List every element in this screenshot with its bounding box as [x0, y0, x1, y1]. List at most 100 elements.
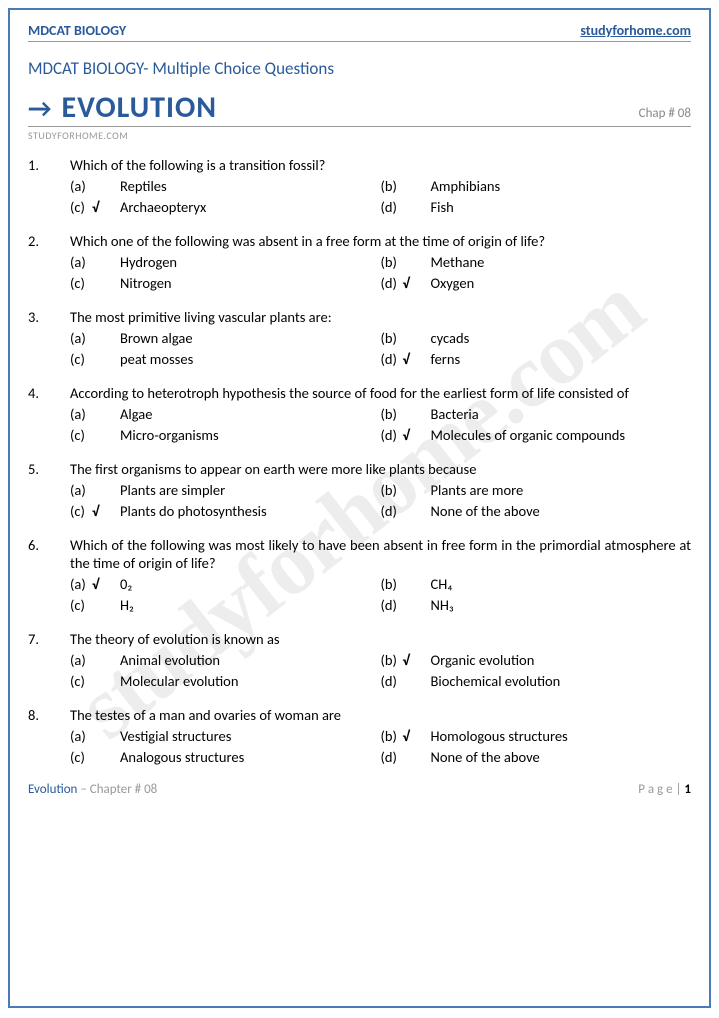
option-letter: (b) [381, 405, 403, 423]
check-icon [403, 748, 417, 766]
check-icon [403, 502, 417, 520]
page-subtitle: MDCAT BIOLOGY- Multiple Choice Questions [28, 58, 691, 79]
check-icon [92, 748, 106, 766]
option-letter: (a) [70, 651, 92, 669]
option-text: Molecular evolution [120, 672, 238, 690]
check-icon: √ [92, 575, 106, 593]
question-number: 5. [28, 460, 70, 478]
check-icon: √ [403, 274, 417, 292]
option: (c) peat mosses [70, 350, 381, 368]
question: 5.The first organisms to appear on earth… [28, 460, 691, 520]
option-letter: (c) [70, 350, 92, 368]
option-letter: (a) [70, 177, 92, 195]
footer-left: Evolution – Chapter # 08 [28, 782, 157, 797]
option-text: Bacteria [431, 405, 479, 423]
option-letter: (a) [70, 575, 92, 593]
footer-chapter-rest: – Chapter # 08 [77, 782, 157, 797]
check-icon [403, 596, 417, 614]
check-icon [92, 426, 106, 444]
option: (a)Vestigial structures [70, 727, 381, 745]
arrow-icon: → [28, 92, 52, 124]
option: (b)CH₄ [381, 575, 692, 593]
question-number: 3. [28, 308, 70, 326]
check-icon: √ [92, 198, 106, 216]
option: (b)Methane [381, 253, 692, 271]
option: (b)Amphibians [381, 177, 692, 195]
footer-right: P a g e | 1 [638, 782, 691, 797]
option: (b)cycads [381, 329, 692, 347]
question-number: 7. [28, 630, 70, 648]
check-icon [403, 253, 417, 271]
option: (d)Fish [381, 198, 692, 216]
check-icon: √ [403, 651, 417, 669]
footer-chapter-name: Evolution [28, 782, 77, 797]
option-text: Algae [120, 405, 152, 423]
option: (c)√Archaeopteryx [70, 198, 381, 216]
check-icon: √ [92, 502, 106, 520]
option-letter: (d) [381, 274, 403, 292]
question: 1.Which of the following is a transition… [28, 156, 691, 216]
question-text: The theory of evolution is known as [70, 630, 691, 648]
option-letter: (b) [381, 575, 403, 593]
option: (a) Animal evolution [70, 651, 381, 669]
page-label: P a g e | [638, 782, 684, 797]
option-text: peat mosses [120, 350, 193, 368]
option: (a)Plants are simpler [70, 481, 381, 499]
question-text: Which one of the following was absent in… [70, 232, 691, 250]
option-letter: (d) [381, 748, 403, 766]
option-text: Vestigial structures [120, 727, 231, 745]
question-text: The most primitive living vascular plant… [70, 308, 691, 326]
header-bar: MDCAT BIOLOGY studyforhome.com [28, 22, 691, 42]
option-letter: (b) [381, 253, 403, 271]
question-number: 8. [28, 706, 70, 724]
option: (d)√ferns [381, 350, 692, 368]
option-letter: (d) [381, 502, 403, 520]
question: 3.The most primitive living vascular pla… [28, 308, 691, 368]
option-letter: (b) [381, 727, 403, 745]
option-text: Nitrogen [120, 274, 172, 292]
option: (a)Algae [70, 405, 381, 423]
option-text: Analogous structures [120, 748, 244, 766]
option-letter: (d) [381, 596, 403, 614]
option-letter: (c) [70, 502, 92, 520]
option-letter: (d) [381, 426, 403, 444]
option-text: None of the above [431, 748, 540, 766]
question-number: 2. [28, 232, 70, 250]
check-icon [403, 672, 417, 690]
check-icon [92, 274, 106, 292]
title-row: → EVOLUTION Chap # 08 [28, 89, 691, 127]
question-text: The testes of a man and ovaries of woman… [70, 706, 691, 724]
option-text: Plants do photosynthesis [120, 502, 267, 520]
option-letter: (c) [70, 198, 92, 216]
check-icon [92, 177, 106, 195]
option-text: Plants are more [431, 481, 524, 499]
question-number: 1. [28, 156, 70, 174]
check-icon [92, 329, 106, 347]
check-icon: √ [403, 727, 417, 745]
option: (d) None of the above [381, 748, 692, 766]
option-letter: (b) [381, 651, 403, 669]
option-letter: (c) [70, 274, 92, 292]
option-text: Brown algae [120, 329, 193, 347]
check-icon [403, 481, 417, 499]
check-icon [403, 575, 417, 593]
option: (a)Reptiles [70, 177, 381, 195]
option-text: Hydrogen [120, 253, 177, 271]
option-text: Amphibians [431, 177, 501, 195]
question-text: Which of the following was most likely t… [70, 536, 691, 572]
option-text: 0₂ [120, 575, 132, 593]
footer-bar: Evolution – Chapter # 08 P a g e | 1 [28, 782, 691, 797]
option-text: Animal evolution [120, 651, 220, 669]
question: 8.The testes of a man and ovaries of wom… [28, 706, 691, 766]
option-letter: (a) [70, 329, 92, 347]
questions-list: 1.Which of the following is a transition… [28, 156, 691, 766]
check-icon [92, 481, 106, 499]
option-letter: (d) [381, 350, 403, 368]
option-letter: (c) [70, 426, 92, 444]
check-icon [92, 651, 106, 669]
option: (d)None of the above [381, 502, 692, 520]
option-letter: (a) [70, 481, 92, 499]
option-letter: (b) [381, 329, 403, 347]
question: 4.According to heterotroph hypothesis th… [28, 384, 691, 444]
option: (b)Plants are more [381, 481, 692, 499]
